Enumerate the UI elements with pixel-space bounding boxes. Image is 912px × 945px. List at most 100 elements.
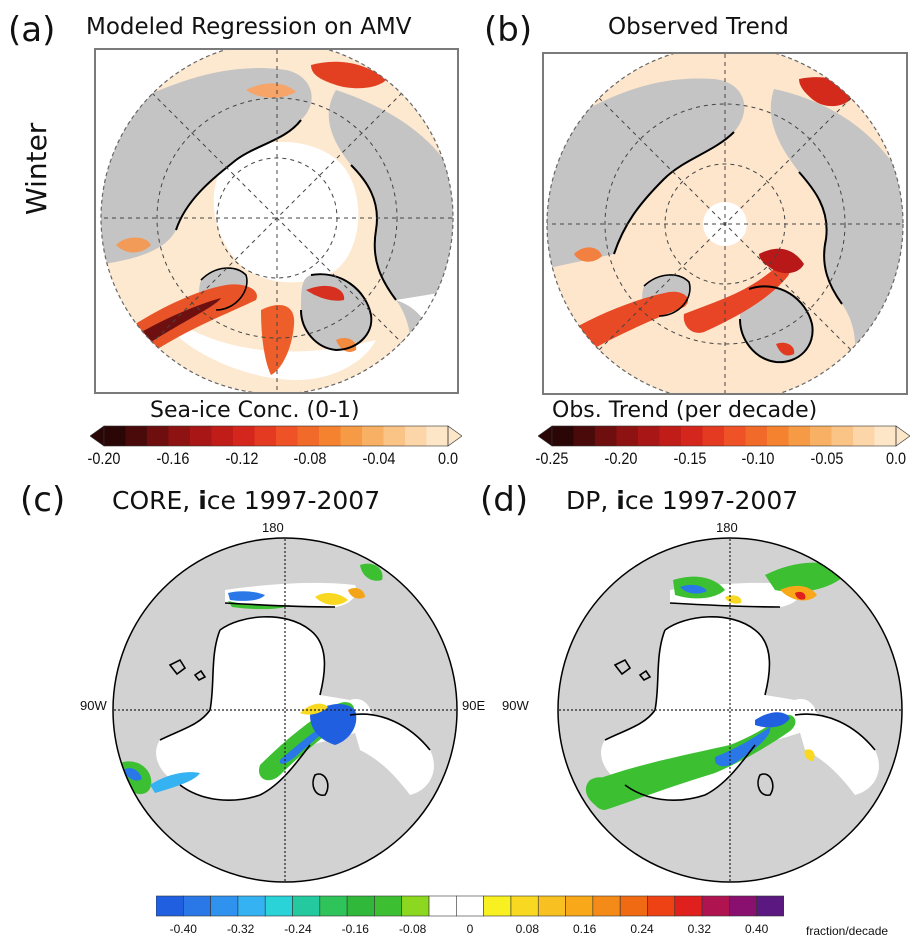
colorbar-tick-label: 0.16 bbox=[572, 922, 597, 936]
panel-c-title-post: ce 1997-2007 bbox=[206, 486, 381, 515]
panel-b-title: Observed Trend bbox=[608, 14, 789, 40]
panel-c-title-pre: CORE, bbox=[112, 486, 199, 515]
colorbar-b-title: Obs. Trend (per decade) bbox=[552, 398, 818, 423]
colorbar-tick-label: 0.40 bbox=[745, 922, 769, 936]
colorbar-swatch bbox=[638, 426, 660, 446]
land-greenland bbox=[740, 286, 813, 363]
colorbar-swatch bbox=[745, 426, 768, 446]
panel-c-letter: (c) bbox=[20, 480, 66, 520]
anomaly-barents-green bbox=[591, 714, 796, 810]
colorbar-right-triangle bbox=[895, 425, 910, 447]
colorbar-swatch bbox=[681, 426, 703, 446]
colorbar-tick-label: -0.10 bbox=[741, 449, 775, 468]
colorbar-swatch bbox=[537, 895, 566, 917]
colorbar-swatch bbox=[340, 426, 363, 446]
panel-d-title-pre: DP, bbox=[566, 486, 617, 515]
colorbar-right-triangle bbox=[447, 425, 462, 447]
colorbar-swatch bbox=[592, 895, 621, 917]
colorbar-swatch bbox=[405, 426, 427, 446]
colorbar-swatch bbox=[456, 895, 484, 917]
panel-b-map bbox=[546, 45, 904, 403]
colorbar-swatch bbox=[428, 895, 457, 917]
colorbar-swatch bbox=[701, 895, 730, 917]
colorbar-swatch bbox=[595, 426, 617, 446]
colorbar-tick-label: -0.20 bbox=[87, 449, 121, 468]
colorbar-swatch bbox=[616, 426, 639, 446]
colorbar-swatch bbox=[168, 426, 191, 446]
colorbar-swatch bbox=[853, 426, 875, 446]
colorbar-swatch bbox=[756, 895, 784, 917]
colorbar-tick-label: 0.0 bbox=[885, 449, 907, 468]
anomaly-labrador bbox=[585, 777, 617, 808]
colorbar-swatch bbox=[831, 426, 854, 446]
colorbar-tick-label: -0.32 bbox=[226, 922, 255, 936]
colorbar-tick-label: -0.12 bbox=[225, 449, 259, 468]
panel-d-map bbox=[557, 537, 903, 883]
panel-c-lon-right: 90E bbox=[462, 698, 486, 713]
colorbar-tick-label: -0.40 bbox=[169, 922, 197, 936]
colorbar-swatch bbox=[211, 426, 234, 446]
panel-c-lon-top: 180 bbox=[262, 520, 284, 535]
colorbar-swatch bbox=[788, 426, 811, 446]
colorbar-tick-label: -0.16 bbox=[156, 449, 190, 468]
colorbar-swatch bbox=[346, 895, 375, 917]
colorbar-swatch bbox=[483, 895, 512, 917]
colorbar-swatch bbox=[183, 895, 211, 917]
panel-b-map-frame bbox=[542, 45, 908, 403]
colorbar-swatch bbox=[702, 426, 725, 446]
colorbar-swatch bbox=[210, 895, 239, 917]
panel-b-letter: (b) bbox=[484, 10, 533, 50]
land-eurasia bbox=[547, 78, 745, 269]
panel-c-map bbox=[112, 537, 458, 883]
colorbar-tick-label: 0.08 bbox=[515, 922, 539, 936]
colorbar-swatch bbox=[383, 426, 406, 446]
colorbar-swatch bbox=[125, 426, 148, 446]
colorbar-tick-label: -0.20 bbox=[604, 449, 638, 468]
colorbar-b-ticks: -0.25 -0.20 -0.15 -0.10 -0.05 0.0 bbox=[536, 449, 910, 471]
colorbar-swatch bbox=[810, 426, 832, 446]
colorbar-swatch bbox=[319, 895, 348, 917]
panel-c-lon-left: 90W bbox=[80, 698, 107, 713]
colorbar-swatch bbox=[647, 895, 676, 917]
colorbar-b bbox=[538, 425, 910, 447]
colorbar-swatch bbox=[552, 426, 574, 446]
panel-a-map bbox=[100, 41, 454, 395]
colorbar-swatch bbox=[297, 426, 320, 446]
colorbar-swatch bbox=[233, 426, 255, 446]
panel-d-letter: (d) bbox=[480, 480, 529, 520]
colorbar-bottom-unit: fraction/decade bbox=[806, 924, 889, 938]
colorbar-tick-label: -0.15 bbox=[673, 449, 707, 468]
anomaly-greenland-sea bbox=[683, 264, 790, 333]
colorbar-swatch bbox=[374, 895, 403, 917]
colorbar-swatch bbox=[264, 895, 293, 917]
colorbar-swatch bbox=[767, 426, 789, 446]
panel-d-title-bold: i bbox=[616, 486, 625, 515]
colorbar-swatch bbox=[362, 426, 384, 446]
colorbar-swatch bbox=[292, 895, 321, 917]
colorbar-tick-label: -0.04 bbox=[362, 449, 396, 468]
colorbar-tick-label: -0.08 bbox=[293, 449, 327, 468]
colorbar-swatch bbox=[190, 426, 212, 446]
colorbar-swatch bbox=[729, 895, 757, 917]
colorbar-swatch bbox=[724, 426, 746, 446]
anomaly-baffin bbox=[759, 248, 804, 274]
colorbar-swatch bbox=[401, 895, 430, 917]
land-eurasia bbox=[101, 68, 312, 265]
colorbar-swatch bbox=[156, 895, 184, 917]
colorbar-swatch bbox=[659, 426, 682, 446]
colorbar-tick-label: 0 bbox=[466, 922, 474, 936]
colorbar-tick-label: -0.25 bbox=[535, 449, 569, 468]
colorbar-a-title: Sea-ice Conc. (0-1) bbox=[150, 398, 360, 423]
colorbar-bottom-ticks: -0.40 -0.32 -0.24 -0.16 -0.08 0 0.08 0.16 0.24 0.… bbox=[156, 922, 784, 940]
panel-d-title: DP, ice 1997-2007 bbox=[566, 486, 798, 515]
colorbar-tick-label: -0.16 bbox=[341, 922, 369, 936]
colorbar-a-ticks: -0.20 -0.16 -0.12 -0.08 -0.04 0.0 bbox=[88, 449, 462, 471]
panel-a-letter: (a) bbox=[8, 10, 56, 50]
colorbar-swatch bbox=[619, 895, 648, 917]
colorbar-swatch bbox=[426, 426, 449, 446]
panel-a-title: Modeled Regression on AMV bbox=[86, 14, 412, 40]
colorbar-tick-label: -0.08 bbox=[398, 922, 427, 936]
colorbar-tick-label: -0.24 bbox=[284, 922, 312, 936]
panel-d-title-post: ce 1997-2007 bbox=[624, 486, 799, 515]
anomaly-barents bbox=[563, 291, 689, 356]
